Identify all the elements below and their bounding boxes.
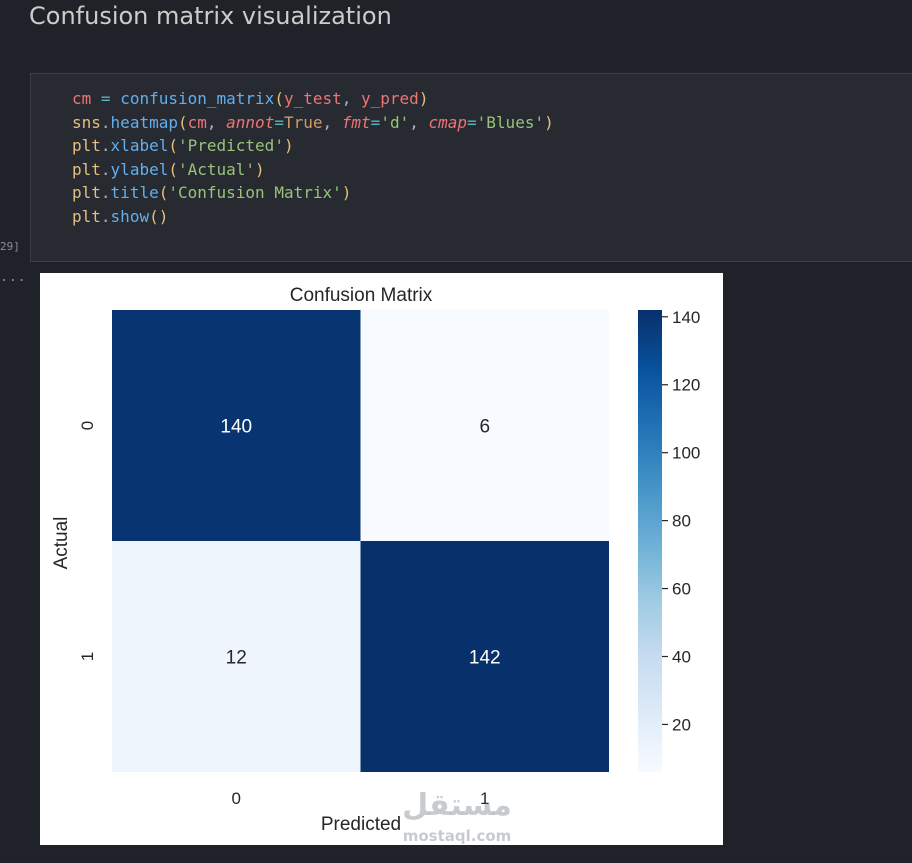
code-token: plt xyxy=(72,136,101,156)
heatmap-cell xyxy=(360,541,609,772)
code-line: plt.ylabel('Actual') xyxy=(72,158,554,182)
cell-annotation: 12 xyxy=(226,648,247,669)
cell-annotation: 6 xyxy=(479,417,490,438)
section-heading: Confusion matrix visualization xyxy=(29,2,392,30)
code-token: , xyxy=(409,112,429,132)
code-token: plt xyxy=(72,159,101,179)
execution-count: 29] xyxy=(0,240,20,253)
code-token: = xyxy=(467,112,477,132)
code-token: plt xyxy=(72,183,101,203)
code-token: ( xyxy=(274,89,284,108)
code-token: ) xyxy=(418,89,429,108)
heatmap-cell xyxy=(112,541,361,772)
y-tick-label: 0 xyxy=(78,421,97,430)
code-token: = xyxy=(100,89,111,108)
code-token: fmt xyxy=(341,112,371,132)
code-token: 'Blues' xyxy=(476,112,545,132)
code-token: 'Predicted' xyxy=(177,136,284,156)
cell-annotation: 142 xyxy=(469,648,501,669)
code-token: ) xyxy=(341,183,352,203)
code-line: plt.xlabel('Predicted') xyxy=(72,134,554,158)
confusion-matrix-chart: Confusion Matrix 140 6 12 142 0 1 0 1 Predict… xyxy=(51,285,700,835)
code-cell[interactable] xyxy=(30,73,912,262)
code-token: ) xyxy=(544,112,554,132)
x-tick-label: 0 xyxy=(232,789,241,808)
code-token: . xyxy=(100,112,111,132)
heatmap-cell xyxy=(112,310,361,541)
code-token: . xyxy=(100,183,111,203)
code-line: cm = confusion_matrix(y_test, y_pred) xyxy=(72,87,554,111)
code-token: 'Actual' xyxy=(177,159,256,179)
code-token: True xyxy=(283,112,323,132)
code-token xyxy=(91,89,101,108)
code-token: y_test xyxy=(283,89,342,108)
x-axis-label: Predicted xyxy=(321,814,401,835)
code-token: ( xyxy=(177,112,188,132)
code-token: , xyxy=(322,112,342,132)
code-token: ylabel xyxy=(110,159,169,179)
code-token: . xyxy=(100,136,111,156)
colorbar-tick-label: 40 xyxy=(672,648,691,667)
colorbar xyxy=(638,310,662,772)
code-token: () xyxy=(149,206,169,226)
code-token: cmap xyxy=(428,112,468,132)
x-tick-label: 1 xyxy=(480,789,489,808)
code-line: plt.show() xyxy=(72,205,554,229)
code-token: xlabel xyxy=(110,136,169,156)
code-token: sns xyxy=(72,112,101,132)
chart-title: Confusion Matrix xyxy=(290,285,433,306)
colorbar-tick-label: 100 xyxy=(672,444,700,463)
code-token: confusion_matrix xyxy=(120,89,275,108)
code-token: , xyxy=(206,112,227,132)
colorbar-tick-label: 60 xyxy=(672,580,691,599)
code-token: . xyxy=(100,206,111,226)
y-axis-label: Actual xyxy=(51,517,72,570)
code-token: 'd' xyxy=(380,112,410,132)
code-token: . xyxy=(100,159,111,179)
code-token: ) xyxy=(255,159,265,179)
output-collapse-indicator[interactable]: ... xyxy=(0,270,27,285)
code-token: heatmap xyxy=(110,112,178,132)
code-token: 'Confusion Matrix' xyxy=(168,183,342,203)
code-token: ( xyxy=(168,136,178,156)
code-token: y_pred xyxy=(361,89,419,108)
y-tick-label: 1 xyxy=(78,652,97,661)
code-token: show xyxy=(110,206,150,226)
code-token: = xyxy=(370,112,381,132)
colorbar-tick-label: 80 xyxy=(672,512,691,531)
code-token: title xyxy=(110,183,159,203)
code-line: sns.heatmap(cm, annot=True, fmt='d', cma… xyxy=(72,111,554,135)
code-token: , xyxy=(341,89,362,108)
code-token: ( xyxy=(158,183,169,203)
cell-annotation: 140 xyxy=(220,417,252,438)
code-token: plt xyxy=(72,206,101,226)
code-token: = xyxy=(274,112,284,132)
code-token: ) xyxy=(283,136,294,156)
code-token: ( xyxy=(168,159,178,179)
code-editor[interactable]: cm = confusion_matrix(y_test, y_pred) sns… xyxy=(72,87,554,229)
output-plot: Confusion Matrix 140 6 12 142 0 1 0 1 Predict… xyxy=(40,273,723,845)
code-token: cm xyxy=(72,89,92,108)
code-token xyxy=(111,89,121,108)
code-token: annot xyxy=(226,112,275,132)
code-line: plt.title('Confusion Matrix') xyxy=(72,181,554,205)
heatmap-cell xyxy=(360,310,609,541)
colorbar-tick-label: 120 xyxy=(672,376,700,395)
code-token: cm xyxy=(187,112,207,132)
colorbar-tick-label: 140 xyxy=(672,308,700,327)
colorbar-tick-label: 20 xyxy=(672,715,691,734)
